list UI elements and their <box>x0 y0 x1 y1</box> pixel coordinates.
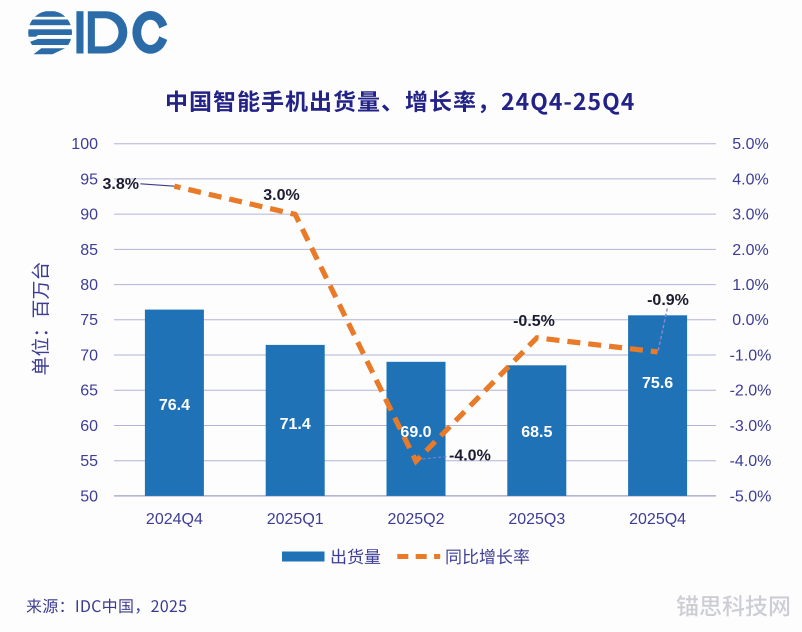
svg-text:2.0%: 2.0% <box>732 242 768 259</box>
svg-text:71.4: 71.4 <box>280 416 311 433</box>
svg-text:76.4: 76.4 <box>159 397 190 414</box>
svg-text:-5.0%: -5.0% <box>730 488 772 505</box>
svg-text:90: 90 <box>80 207 98 224</box>
svg-text:2025Q3: 2025Q3 <box>508 511 565 528</box>
svg-text:75: 75 <box>80 312 98 329</box>
svg-text:0.0%: 0.0% <box>732 312 768 329</box>
svg-text:3.0%: 3.0% <box>263 187 299 204</box>
svg-text:-1.0%: -1.0% <box>730 347 772 364</box>
svg-text:-0.5%: -0.5% <box>513 313 555 330</box>
svg-text:3.8%: 3.8% <box>103 176 139 193</box>
svg-text:2025Q4: 2025Q4 <box>629 511 686 528</box>
svg-text:55: 55 <box>80 453 98 470</box>
svg-text:85: 85 <box>80 242 98 259</box>
svg-text:4.0%: 4.0% <box>732 171 768 188</box>
svg-text:65: 65 <box>80 383 98 400</box>
svg-text:-4.0%: -4.0% <box>449 448 491 465</box>
svg-text:-0.9%: -0.9% <box>647 292 689 309</box>
svg-text:80: 80 <box>80 277 98 294</box>
svg-text:2024Q4: 2024Q4 <box>146 511 203 528</box>
svg-text:-4.0%: -4.0% <box>730 453 772 470</box>
svg-text:3.0%: 3.0% <box>732 207 768 224</box>
svg-text:50: 50 <box>80 488 98 505</box>
svg-text:68.5: 68.5 <box>521 424 552 441</box>
svg-text:2025Q2: 2025Q2 <box>388 511 445 528</box>
svg-text:-2.0%: -2.0% <box>730 383 772 400</box>
svg-text:100: 100 <box>71 136 98 153</box>
svg-text:70: 70 <box>80 347 98 364</box>
svg-text:2025Q1: 2025Q1 <box>267 511 324 528</box>
svg-text:5.0%: 5.0% <box>732 136 768 153</box>
svg-text:1.0%: 1.0% <box>732 277 768 294</box>
svg-text:95: 95 <box>80 171 98 188</box>
svg-text:69.0: 69.0 <box>400 424 431 441</box>
svg-text:-3.0%: -3.0% <box>730 418 772 435</box>
svg-text:75.6: 75.6 <box>642 375 673 392</box>
svg-text:60: 60 <box>80 418 98 435</box>
